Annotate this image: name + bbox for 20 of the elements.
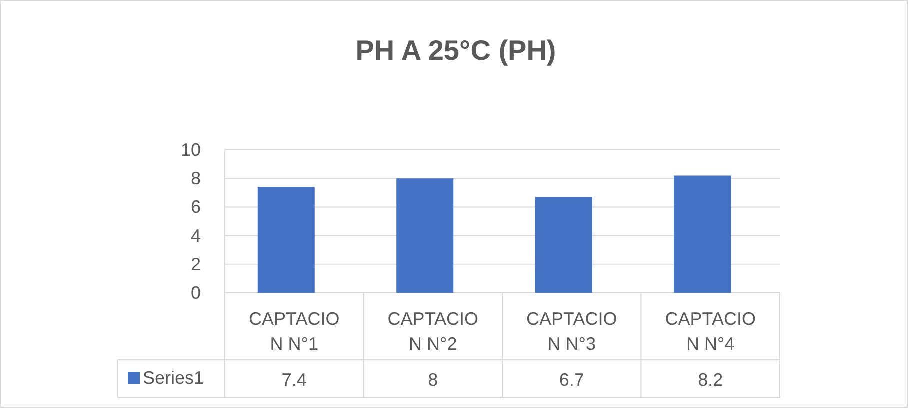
bar [396,178,454,293]
x-tick-label: CAPTACION N°1 [249,309,340,354]
y-tick-label: 2 [190,254,201,274]
chart-title: PH A 25°C (PH) [356,35,556,66]
x-tick-label: CAPTACION N°3 [526,309,618,354]
data-label: 6.7 [559,370,584,390]
y-tick-label: 0 [190,283,201,303]
data-label: 8 [428,370,438,390]
data-label: 8.2 [698,370,724,390]
y-tick-label: 4 [190,226,201,246]
bar [258,187,315,293]
x-tick-label: CAPTACION N°2 [388,309,478,354]
x-tick-label: CAPTACION N°4 [665,309,756,354]
data-label: 7.4 [282,370,307,390]
legend-label: Series1 [143,368,204,388]
y-tick-label: 10 [180,140,201,160]
bar [535,197,592,293]
y-tick-label: 6 [190,197,201,218]
bar [674,176,732,293]
y-tick-label: 8 [190,168,201,189]
